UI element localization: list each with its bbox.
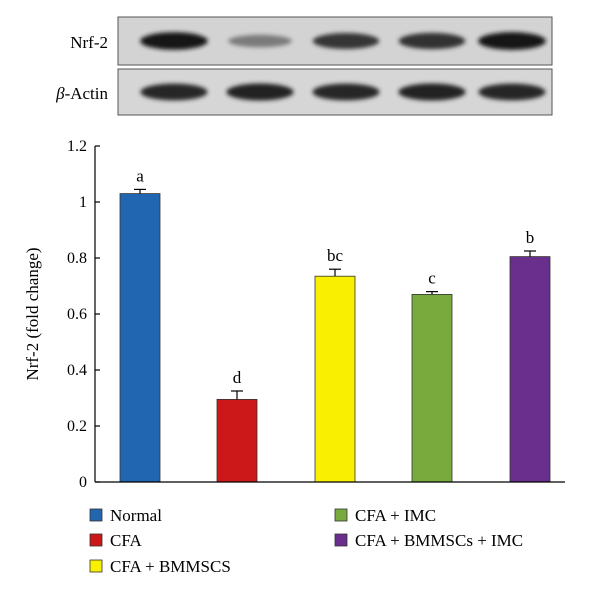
y-tick-label-3: 0.6	[67, 306, 87, 323]
legend-swatch-2	[89, 559, 103, 573]
y-tick-label-6: 1.2	[67, 138, 87, 155]
legend-swatch-0	[89, 508, 103, 522]
legend-label-2: CFA + BMMSCS	[110, 557, 231, 576]
significance-label-3: c	[428, 269, 436, 288]
blot-band-row1-lane2	[228, 34, 292, 48]
blot-label-beta-actin: β-Actin	[55, 84, 108, 103]
y-tick-label-5: 1	[79, 194, 87, 211]
bar-2	[314, 275, 356, 483]
blot-band-row2-lane5	[478, 83, 546, 101]
bar-chart: 0 0.2 0.4 0.6 0.8 1 1.2 a d bc c b Nrf-2 (fold cha…	[23, 138, 565, 491]
legend: Normal CFA CFA + BMMSCS CFA + IMC CFA + BMMS…	[89, 506, 523, 576]
blot-bands	[140, 32, 546, 101]
blot-band-row2-lane1	[140, 83, 208, 101]
legend-swatch-4	[334, 533, 348, 547]
bar-3	[411, 293, 453, 483]
blot-band-row1-lane4	[398, 32, 466, 50]
bar-1	[216, 398, 258, 483]
y-tick-label-2: 0.4	[67, 362, 87, 379]
legend-label-0: Normal	[110, 506, 162, 525]
blot-band-row2-lane3	[312, 83, 380, 101]
bar-4	[509, 256, 551, 483]
significance-label-1: d	[233, 368, 242, 387]
blot-band-row1-lane1	[140, 32, 208, 50]
legend-swatch-1	[89, 533, 103, 547]
legend-swatch-3	[334, 508, 348, 522]
bar-0	[119, 193, 161, 483]
blot-band-row1-lane3	[312, 33, 380, 49]
blot-band-row2-lane4	[398, 83, 466, 101]
significance-label-2: bc	[327, 246, 344, 265]
y-tick-label-1: 0.2	[67, 418, 87, 435]
y-axis-title: Nrf-2 (fold change)	[23, 247, 42, 380]
y-axis-ticks: 0 0.2 0.4 0.6 0.8 1 1.2	[67, 138, 100, 491]
legend-label-1: CFA	[110, 531, 143, 550]
beta-symbol: β	[55, 84, 65, 103]
y-tick-label-0: 0	[79, 474, 87, 491]
y-tick-label-4: 0.8	[67, 250, 87, 267]
blot-label-nrf2: Nrf-2	[70, 33, 108, 52]
bars: a d bc c b	[119, 166, 551, 483]
actin-text: -Actin	[65, 84, 109, 103]
blot-band-row2-lane2	[226, 83, 294, 101]
legend-label-4: CFA + BMMSCs + IMC	[355, 531, 523, 550]
blot-band-row1-lane5	[478, 32, 546, 50]
legend-label-3: CFA + IMC	[355, 506, 436, 525]
significance-label-0: a	[136, 166, 144, 185]
significance-label-4: b	[526, 228, 535, 247]
western-blot-panel: Nrf-2 β-Actin	[55, 16, 553, 116]
